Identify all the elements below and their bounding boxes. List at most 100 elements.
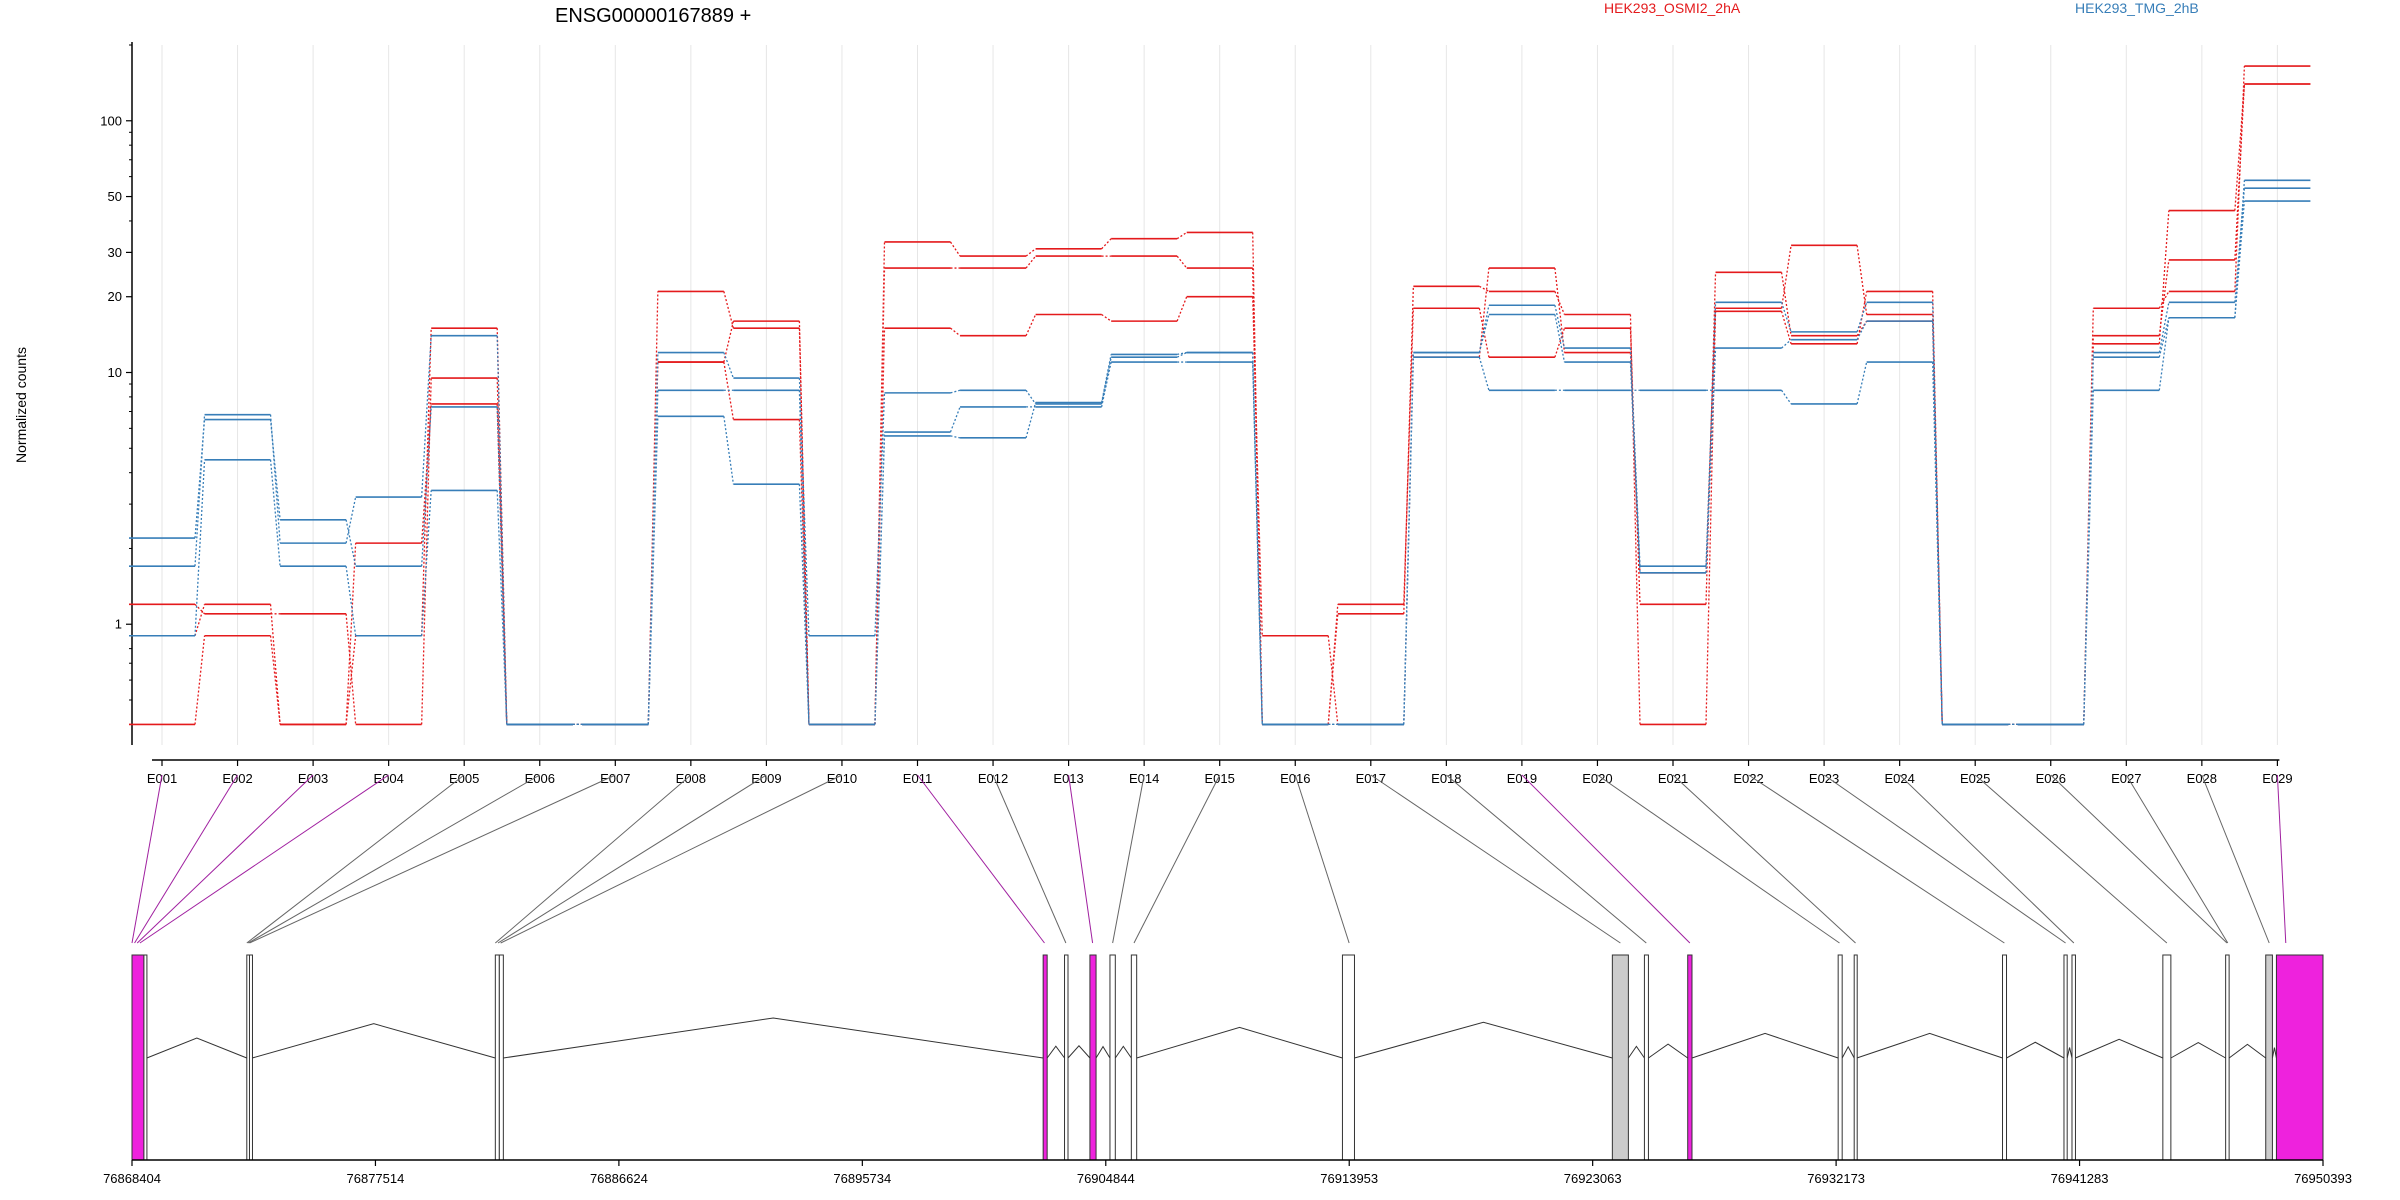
exon-link-line <box>139 774 389 944</box>
exon-block <box>1611 954 1629 1161</box>
exon-link-line <box>1068 774 1094 944</box>
x-tick-label: E018 <box>1431 771 1461 786</box>
exon-block <box>248 954 253 1161</box>
intron <box>2006 1041 2065 1059</box>
exon-link-lines <box>131 774 2287 944</box>
series-connector <box>1025 314 1037 336</box>
exon-link-line <box>497 774 767 944</box>
legend-group-1: HEK293_OSMI2_2hA <box>1604 0 1741 16</box>
exon-link-line <box>246 774 465 944</box>
exon-link-line <box>1974 774 2168 944</box>
series-connector <box>345 519 357 567</box>
genome-tick-label: 76950393 <box>2294 1171 2352 1186</box>
y-tick-label: 10 <box>108 365 122 380</box>
series-connector <box>2234 66 2246 292</box>
intron <box>146 1037 247 1059</box>
series-connector <box>269 414 281 544</box>
plot-grid <box>161 45 2278 745</box>
series-connector <box>874 432 886 725</box>
intron <box>2170 1041 2226 1059</box>
exon-link-line <box>131 774 163 944</box>
x-tick-label: E019 <box>1507 771 1537 786</box>
x-tick-label: E014 <box>1129 771 1159 786</box>
x-tick-label: E022 <box>1733 771 1763 786</box>
x-tick-label: E001 <box>147 771 177 786</box>
series-connector <box>1932 362 1943 725</box>
exon-block <box>2071 954 2076 1161</box>
series-connector <box>2234 83 2246 211</box>
intron <box>1354 1021 1613 1059</box>
series-connector <box>723 352 735 379</box>
x-tick-label: E009 <box>751 771 781 786</box>
series-connector <box>421 335 432 498</box>
exon-link-line <box>2201 774 2270 944</box>
legend-group-2: HEK293_TMG_2hB <box>2075 0 2199 16</box>
series-connector <box>1856 320 1868 337</box>
x-tick-label: E003 <box>298 771 328 786</box>
series-connector <box>1780 245 1792 309</box>
series-connector <box>269 604 281 725</box>
series-connector <box>194 459 206 636</box>
series-connector <box>1856 302 1868 333</box>
intron <box>1067 1045 1091 1059</box>
exon-link-line <box>249 774 616 944</box>
series-connector <box>1025 389 1037 405</box>
intron <box>2271 1047 2277 1059</box>
series-connector <box>1479 285 1490 292</box>
exon-block <box>1687 954 1693 1161</box>
intron <box>1046 1045 1065 1059</box>
series-connector <box>1705 272 1717 605</box>
series-connector <box>269 459 281 567</box>
exon-block <box>494 954 500 1161</box>
series-connector <box>1101 313 1112 322</box>
exon-link-line <box>917 774 1045 944</box>
genome-tick-label: 76913953 <box>1320 1171 1378 1186</box>
genome-tick-label: 76895734 <box>833 1171 891 1186</box>
series-connector <box>345 543 357 725</box>
genome-tick-label: 76904844 <box>1077 1171 1135 1186</box>
x-tick-label: E008 <box>676 771 706 786</box>
exon-link-line <box>1823 774 2066 944</box>
exon-link-line <box>992 774 1067 944</box>
series-connector <box>798 378 810 636</box>
intron <box>1136 1026 1343 1059</box>
series-connector <box>874 392 886 636</box>
exon-block <box>1130 954 1138 1161</box>
exon-link-line <box>495 774 692 944</box>
exon-link-line <box>1597 774 1840 944</box>
y-tick-label: 50 <box>108 189 122 204</box>
series-connector <box>1554 327 1566 358</box>
x-tick-label: E021 <box>1658 771 1688 786</box>
series-6 <box>129 200 2311 726</box>
series-connector <box>2158 291 2170 309</box>
series-connector <box>1629 314 1641 725</box>
series-connector <box>269 419 281 520</box>
intron <box>1627 1045 1645 1059</box>
exon-block <box>131 954 145 1161</box>
series-connector <box>1705 308 1717 725</box>
intron <box>1648 1043 1689 1059</box>
intron <box>1691 1032 1839 1059</box>
series-layer <box>129 65 2311 726</box>
series-connector <box>2234 200 2246 318</box>
series-connector <box>345 566 357 636</box>
exon-block <box>1064 954 1069 1161</box>
series-connector <box>2158 317 2170 358</box>
series-connector <box>1781 389 1792 405</box>
x-tick-label: E020 <box>1582 771 1612 786</box>
series-connector <box>2083 357 2094 725</box>
series-connector <box>1932 321 1943 725</box>
series-connector <box>949 406 961 433</box>
intron <box>1841 1045 1855 1059</box>
y-tick-label: 20 <box>108 289 122 304</box>
series-connector <box>1478 267 1490 358</box>
series-connector <box>1176 255 1188 269</box>
intron <box>2075 1038 2164 1059</box>
series-connector <box>1025 402 1037 439</box>
series-connector <box>1025 255 1037 269</box>
x-tick-label: E004 <box>373 771 403 786</box>
series-connector <box>798 484 810 725</box>
series-connector <box>950 389 961 394</box>
intron <box>503 1017 1044 1059</box>
intron <box>2228 1043 2267 1059</box>
